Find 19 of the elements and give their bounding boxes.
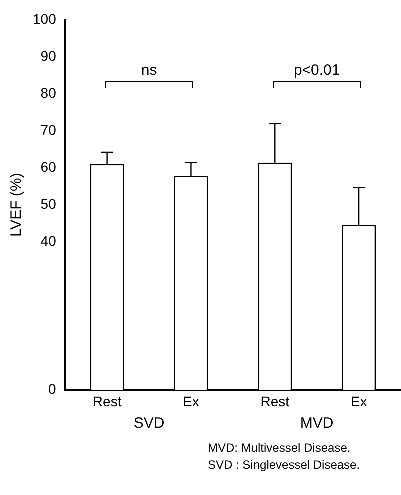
y-tick-label: 100 bbox=[33, 10, 57, 27]
x-tick-label: Ex bbox=[350, 393, 368, 410]
y-tick-label: 80 bbox=[40, 84, 57, 101]
y-tick-label: 60 bbox=[40, 158, 57, 175]
annotation: ns bbox=[141, 62, 158, 79]
y-tick-label: 0 bbox=[48, 381, 57, 398]
y-axis-title: LVEF (%) bbox=[8, 173, 26, 238]
y-tick-label: 90 bbox=[40, 48, 57, 64]
text: MVD: Multivessel Disease. bbox=[208, 441, 351, 456]
y-tick-label: 50 bbox=[40, 196, 57, 212]
text: SVD bbox=[134, 415, 165, 432]
y-tick-label: 70 bbox=[40, 122, 57, 138]
x-tick-label: Ex bbox=[183, 393, 200, 410]
x-tick-label: Rest bbox=[260, 393, 290, 410]
text: MVD bbox=[300, 415, 334, 432]
text: SVD : Singlevessel Disease. bbox=[208, 458, 360, 472]
x-tick-label: Rest bbox=[92, 393, 122, 410]
y-tick-label: 40 bbox=[40, 232, 57, 249]
annotation: p<0.01 bbox=[294, 62, 340, 79]
